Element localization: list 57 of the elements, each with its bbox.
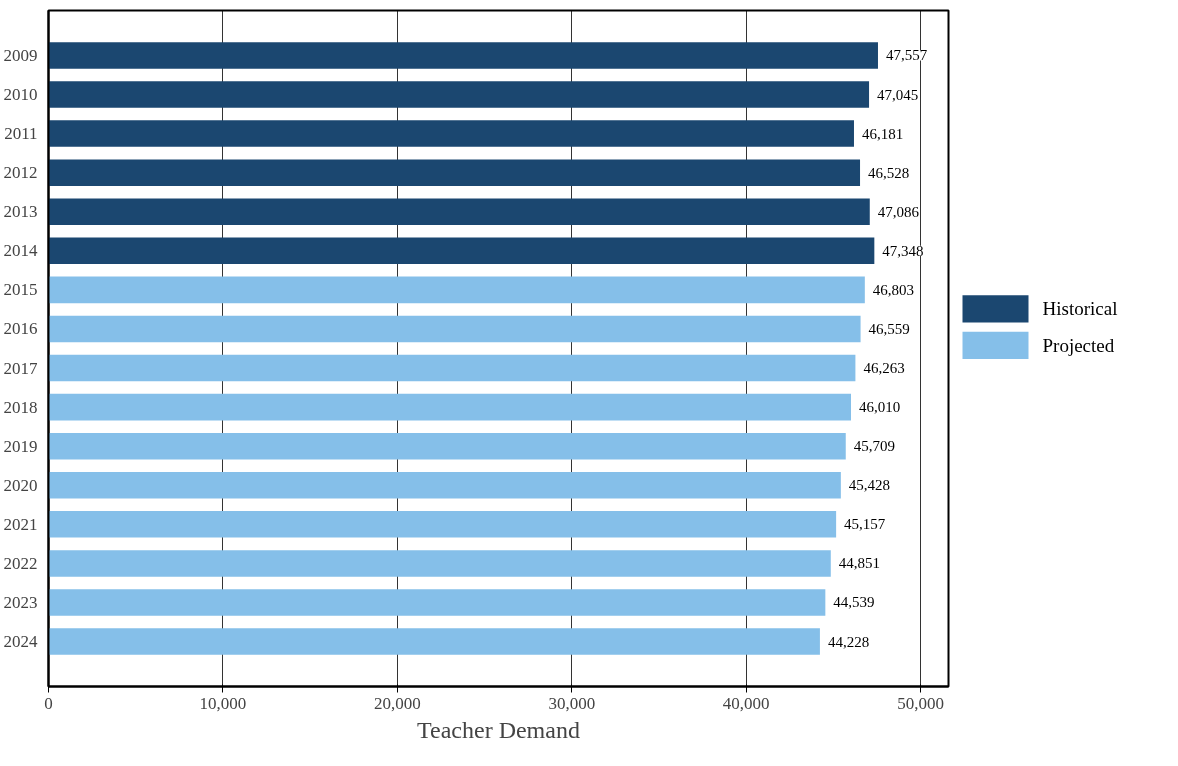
x-tick-label: 40,000 [722, 693, 770, 713]
data-label: 46,803 [872, 281, 915, 298]
bar [48, 42, 878, 69]
bar [48, 432, 846, 460]
x-tick-label: 10,000 [199, 693, 247, 713]
data-label: 47,086 [877, 203, 920, 220]
data-label: 46,263 [863, 360, 905, 377]
y-tick-label: 2021 [3, 514, 38, 534]
data-label: 47,045 [877, 86, 919, 103]
bar [48, 120, 854, 147]
legend-label: Projected [1042, 334, 1115, 356]
y-tick-label: 2016 [3, 319, 38, 339]
legend-label: Historical [1042, 298, 1118, 320]
y-tick-label: 2019 [3, 436, 38, 456]
y-tick-label: 2020 [3, 475, 38, 495]
data-label: 44,539 [833, 594, 875, 611]
bar [48, 237, 875, 265]
data-label: 46,010 [859, 399, 901, 416]
y-tick-label: 2011 [4, 124, 38, 144]
data-label: 45,157 [844, 516, 886, 533]
data-label: 46,181 [861, 125, 904, 142]
bar [48, 315, 861, 343]
x-tick-label: 20,000 [373, 693, 421, 713]
x-tick-label: 50,000 [897, 693, 944, 713]
y-tick-label: 2018 [3, 397, 38, 417]
bar [48, 393, 851, 421]
bar [48, 511, 837, 538]
data-label: 44,851 [838, 555, 881, 572]
y-tick-label: 2012 [3, 163, 38, 183]
y-tick-label: 2017 [3, 358, 38, 378]
bar [48, 471, 841, 499]
x-tick-label: 30,000 [548, 693, 596, 713]
y-tick-label: 2009 [3, 45, 38, 65]
data-label: 45,428 [848, 477, 891, 494]
data-label: 45,709 [853, 438, 895, 455]
y-tick-label: 2013 [3, 202, 38, 222]
bar [48, 550, 831, 577]
bar [48, 628, 820, 655]
bar [48, 589, 826, 616]
y-tick-label: 2015 [3, 280, 38, 300]
bar [48, 81, 870, 108]
bar [48, 198, 870, 226]
bar [48, 159, 861, 186]
data-label: 44,228 [827, 633, 870, 650]
data-label: 46,559 [868, 320, 910, 337]
data-label: 47,348 [882, 242, 924, 259]
y-tick-label: 2010 [3, 85, 38, 105]
x-axis-title: Teacher Demand [417, 716, 580, 743]
bar [48, 276, 865, 304]
x-tick-label: 0 [44, 693, 53, 713]
y-tick-label: 2014 [3, 241, 38, 261]
bar [48, 354, 856, 382]
data-label: 46,528 [868, 164, 910, 181]
data-label: 47,557 [885, 47, 928, 64]
y-tick-label: 2024 [3, 632, 38, 652]
y-tick-label: 2022 [3, 553, 38, 573]
y-tick-label: 2023 [3, 592, 38, 612]
